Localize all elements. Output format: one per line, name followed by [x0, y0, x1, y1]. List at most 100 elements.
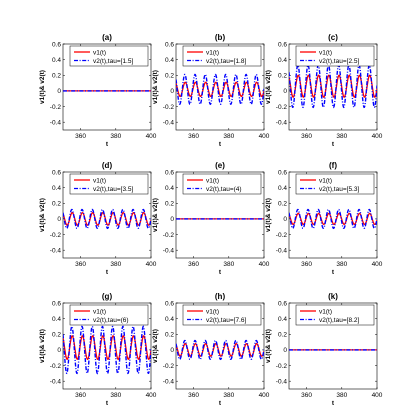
- series-v1-line: [289, 212, 377, 226]
- x-axis-label: t: [219, 141, 222, 148]
- legend-label-v1: v1(t): [319, 177, 332, 184]
- y-tick-label: 0: [57, 216, 61, 223]
- y-axis-label: v1(t)& v2(t): [39, 329, 46, 363]
- x-axis-label: t: [219, 400, 222, 407]
- y-tick-label: 0.6: [165, 41, 174, 48]
- legend-label-v1: v1(t): [93, 308, 106, 315]
- legend-label-v2: v2(t),tau=(6): [93, 317, 129, 324]
- subplot-title: (f): [329, 161, 337, 170]
- y-tick-label: 0.4: [278, 57, 287, 64]
- legend: v1(t) v2(t),tau=[7.6]: [182, 304, 262, 326]
- y-tick-label: 0.2: [52, 332, 61, 339]
- y-tick-label: -0.2: [276, 363, 288, 370]
- y-tick-label: -0.4: [163, 247, 175, 254]
- subplot-title: (b): [215, 33, 226, 42]
- x-tick-label: 400: [259, 133, 270, 140]
- y-tick-label: 0.6: [278, 41, 287, 48]
- legend: v1(t) v2(t),tau=(6): [69, 304, 149, 326]
- y-tick-label: 0: [283, 216, 287, 223]
- y-tick-label: 0: [170, 347, 174, 354]
- y-tick-label: 0.2: [278, 201, 287, 208]
- y-axis-label: v1(t)& v2(t): [265, 198, 272, 232]
- y-tick-label: 0.4: [165, 185, 174, 192]
- y-tick-label: 0.2: [165, 73, 174, 80]
- x-tick-label: 380: [223, 261, 234, 268]
- y-tick-label: 0: [170, 216, 174, 223]
- x-tick-label: 400: [146, 133, 157, 140]
- x-axis-label: t: [106, 141, 109, 148]
- subplot-title: (h): [215, 292, 226, 301]
- y-axis-label: v1(t)& v2(t): [152, 70, 159, 104]
- x-tick-label: 400: [259, 392, 270, 399]
- y-tick-label: 0.6: [165, 169, 174, 176]
- legend: v1(t) v2(t),tau=[1.8]: [182, 45, 262, 67]
- legend: v1(t) v2(t),tau=[5.3]: [295, 173, 375, 195]
- y-tick-label: 0.4: [278, 185, 287, 192]
- y-tick-label: -0.4: [276, 247, 288, 254]
- legend-label-v1: v1(t): [93, 177, 106, 184]
- legend-label-v2: v2(t),tau=[8.2]: [319, 317, 359, 324]
- x-tick-label: 400: [372, 133, 383, 140]
- y-tick-label: 0.2: [52, 201, 61, 208]
- y-tick-label: 0.6: [278, 300, 287, 307]
- x-tick-label: 360: [188, 133, 199, 140]
- y-tick-label: 0.6: [52, 300, 61, 307]
- subplot-title: (a): [102, 33, 112, 42]
- x-tick-label: 360: [301, 133, 312, 140]
- x-tick-label: 380: [336, 392, 347, 399]
- y-axis-label: v1(t)& v2(t): [39, 198, 46, 232]
- y-tick-label: -0.4: [50, 119, 62, 126]
- y-tick-label: 0.2: [165, 332, 174, 339]
- legend-label-v2: v2(t),tau=[1.5]: [93, 58, 133, 65]
- legend-label-v1: v1(t): [93, 49, 106, 56]
- y-tick-label: -0.4: [276, 119, 288, 126]
- legend-label-v1: v1(t): [206, 308, 219, 315]
- y-tick-label: 0.4: [52, 316, 61, 323]
- x-tick-label: 360: [75, 133, 86, 140]
- y-tick-label: -0.2: [163, 232, 175, 239]
- series-v1-line: [289, 74, 377, 98]
- subplot-title: (k): [328, 292, 338, 301]
- x-tick-label: 360: [301, 392, 312, 399]
- x-tick-label: 360: [188, 261, 199, 268]
- y-tick-label: -0.2: [163, 363, 175, 370]
- legend: v1(t) v2(t),tau=(4): [182, 173, 262, 195]
- y-tick-label: 0: [170, 88, 174, 95]
- legend-box: [295, 45, 375, 67]
- x-tick-label: 380: [336, 261, 347, 268]
- x-axis-label: t: [332, 400, 335, 407]
- legend-box: [182, 304, 262, 326]
- x-tick-label: 360: [75, 261, 86, 268]
- subplot: (d) -0.4 -0.2 0 0.2 0.4 0.6 360 380 400 t v1(t)& v2…: [39, 161, 157, 276]
- subplot: (a) -0.4 -0.2 0 0.2 0.4 0.6 360 380 400 t v1(t)& v2…: [39, 33, 157, 148]
- y-tick-label: -0.4: [50, 247, 62, 254]
- x-tick-label: 400: [146, 392, 157, 399]
- x-tick-label: 380: [110, 133, 121, 140]
- legend: v1(t) v2(t),tau=[2.5]: [295, 45, 375, 67]
- x-tick-label: 400: [372, 392, 383, 399]
- subplot: (h) -0.4 -0.2 0 0.2 0.4 0.6 360 380 400 t v1(t)& v2…: [152, 292, 270, 407]
- subplot: (c) -0.4 -0.2 0 0.2 0.4 0.6 360 380 400 t v1(t)& v2…: [265, 33, 383, 148]
- y-tick-label: -0.4: [276, 378, 288, 385]
- legend-label-v2: v2(t),tau=[3.5]: [93, 186, 133, 193]
- y-tick-label: 0.6: [52, 169, 61, 176]
- y-tick-label: 0: [57, 88, 61, 95]
- legend-label-v2: v2(t),tau=[1.8]: [206, 58, 246, 65]
- y-tick-label: 0.4: [278, 316, 287, 323]
- series-v2-line: [176, 73, 264, 106]
- y-axis-label: v1(t)& v2(t): [152, 329, 159, 363]
- y-tick-label: 0.2: [52, 73, 61, 80]
- y-tick-label: -0.2: [276, 104, 288, 111]
- y-axis-label: v1(t)& v2(t): [265, 329, 272, 363]
- legend-box: [69, 304, 149, 326]
- series-v2-line: [289, 64, 377, 109]
- legend-label-v1: v1(t): [319, 308, 332, 315]
- y-tick-label: 0.4: [52, 57, 61, 64]
- y-tick-label: 0.4: [52, 185, 61, 192]
- subplot: (e) -0.4 -0.2 0 0.2 0.4 0.6 360 380 400 t v1(t)& v2…: [152, 161, 270, 276]
- legend: v1(t) v2(t),tau=[1.5]: [69, 45, 149, 67]
- legend-box: [182, 173, 262, 195]
- y-tick-label: -0.4: [50, 378, 62, 385]
- subplot-title: (d): [102, 161, 113, 170]
- subplot: (g) -0.4 -0.2 0 0.2 0.4 0.6 360 380 400 t v1(t)& v2…: [39, 292, 157, 407]
